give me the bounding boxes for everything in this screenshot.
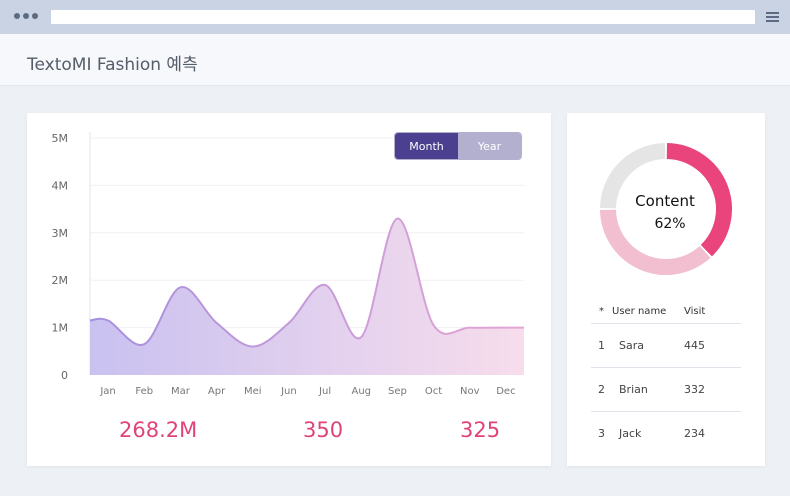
data-point[interactable] bbox=[359, 335, 363, 339]
row-visit: 445 bbox=[684, 339, 705, 352]
row-index: 2 bbox=[598, 383, 605, 396]
stat-value-2: 350 bbox=[303, 418, 344, 442]
row-index: 3 bbox=[598, 427, 605, 440]
row-visit: 234 bbox=[684, 427, 705, 440]
x-tick-label: Mar bbox=[171, 386, 191, 397]
x-tick-label: Jan bbox=[99, 386, 115, 397]
donut-label: Content bbox=[635, 192, 695, 210]
table-row[interactable]: 3 Jack 234 bbox=[591, 411, 741, 455]
x-tick-label: Dec bbox=[496, 386, 515, 397]
month-toggle-button[interactable]: Month bbox=[395, 133, 458, 159]
y-tick-label: 4M bbox=[52, 179, 69, 192]
address-bar[interactable] bbox=[51, 10, 755, 24]
data-point[interactable] bbox=[468, 326, 472, 330]
table-header-visit: Visit bbox=[684, 306, 706, 317]
data-point[interactable] bbox=[215, 321, 219, 325]
data-point[interactable] bbox=[251, 345, 255, 349]
row-index: 1 bbox=[598, 339, 605, 352]
x-tick-label: Apr bbox=[208, 386, 226, 397]
donut-segment-rest[interactable] bbox=[600, 143, 666, 209]
y-tick-label: 0 bbox=[61, 369, 68, 382]
data-point[interactable] bbox=[178, 285, 182, 289]
x-tick-label: Sep bbox=[388, 386, 407, 397]
users-card: Content 62% * User name Visit 1 Sara 445… bbox=[567, 113, 765, 466]
table-row[interactable]: 1 Sara 445 bbox=[591, 323, 741, 367]
donut-chart: Content 62% bbox=[600, 143, 732, 275]
window-dots-icon bbox=[14, 13, 38, 19]
table-row[interactable]: 2 Brian 332 bbox=[591, 367, 741, 411]
hamburger-menu-icon[interactable] bbox=[766, 12, 779, 22]
x-tick-label: Feb bbox=[135, 386, 153, 397]
page-header: TextoMI Fashion 예측 bbox=[0, 34, 790, 86]
row-visit: 332 bbox=[684, 383, 705, 396]
x-tick-label: Jun bbox=[280, 386, 297, 397]
table-header-index: * bbox=[599, 306, 604, 317]
y-tick-label: 1M bbox=[52, 322, 69, 335]
x-tick-label: Mei bbox=[244, 386, 262, 397]
x-tick-label: Jul bbox=[318, 386, 331, 397]
browser-toolbar bbox=[0, 0, 790, 34]
donut-segment-primary[interactable] bbox=[666, 143, 732, 257]
y-tick-label: 3M bbox=[52, 227, 69, 240]
donut-segment-secondary[interactable] bbox=[600, 209, 711, 275]
data-point[interactable] bbox=[142, 342, 146, 346]
data-point[interactable] bbox=[323, 283, 327, 287]
data-point[interactable] bbox=[432, 323, 436, 327]
period-toggle: Month Year bbox=[394, 132, 522, 160]
stat-value-3: 325 bbox=[460, 418, 501, 442]
area-fill bbox=[90, 218, 524, 375]
donut-percent: 62% bbox=[654, 216, 685, 232]
stat-value-1: 268.2M bbox=[119, 418, 198, 442]
series-line bbox=[89, 217, 525, 348]
y-tick-label: 5M bbox=[52, 132, 69, 145]
table-header-name: User name bbox=[612, 306, 667, 317]
x-tick-label: Nov bbox=[460, 386, 480, 397]
chart-card: 0 1M 2M 3M 4M 5M Jan Feb Mar Apr Mei Jun Jul Aug Sep Oc… bbox=[27, 113, 551, 466]
x-tick-label: Oct bbox=[425, 386, 442, 397]
row-name: Jack bbox=[619, 427, 642, 440]
data-point[interactable] bbox=[287, 321, 291, 325]
x-tick-label: Aug bbox=[351, 386, 371, 397]
data-point[interactable] bbox=[395, 217, 399, 221]
year-toggle-button[interactable]: Year bbox=[458, 133, 521, 159]
page-title: TextoMI Fashion 예측 bbox=[27, 55, 198, 75]
data-point[interactable] bbox=[106, 318, 110, 322]
data-point[interactable] bbox=[504, 326, 508, 330]
row-name: Sara bbox=[619, 339, 644, 352]
row-name: Brian bbox=[619, 383, 648, 396]
area-chart: 0 1M 2M 3M 4M 5M Jan Feb Mar Apr Mei Jun Jul Aug Sep Oc… bbox=[52, 132, 525, 397]
y-tick-label: 2M bbox=[52, 274, 69, 287]
